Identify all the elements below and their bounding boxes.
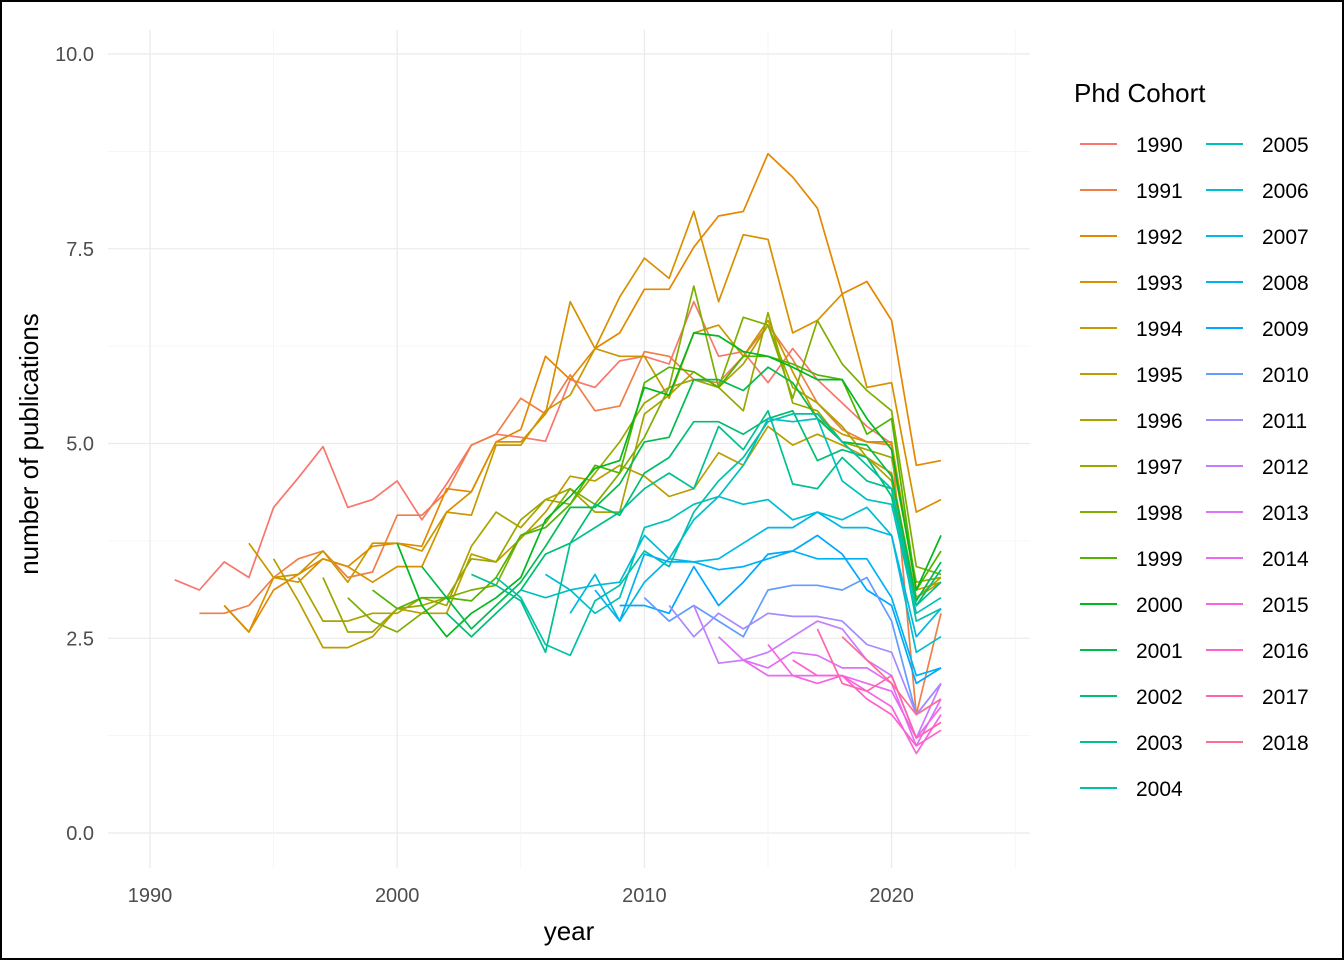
legend-label: 2017: [1262, 686, 1309, 709]
legend-item-2017: 2017: [1206, 686, 1309, 709]
legend-item-2000: 2000: [1080, 594, 1183, 617]
legend-title: Phd Cohort: [1074, 78, 1206, 108]
series-line-2004: [495, 413, 942, 657]
series-line-2009: [619, 534, 942, 685]
series-line-1993: [223, 210, 942, 633]
series-line-2017: [816, 628, 942, 739]
x-axis-title: year: [544, 916, 595, 946]
legend-label: 2013: [1262, 502, 1309, 525]
series-line-2008: [594, 550, 942, 677]
legend-label: 1990: [1136, 134, 1183, 157]
series-line-2012: [693, 605, 942, 739]
legend-item-2004: 2004: [1080, 778, 1183, 801]
series-line-1999: [371, 355, 942, 610]
legend: Phd Cohort 19901991199219931994199519961…: [1074, 78, 1309, 801]
series-line-2015: [767, 643, 942, 755]
legend-label: 1996: [1136, 410, 1183, 433]
legend-item-2002: 2002: [1080, 686, 1183, 709]
series-line-2003: [471, 409, 942, 654]
legend-label: 2009: [1262, 318, 1309, 341]
legend-item-2005: 2005: [1206, 134, 1309, 157]
legend-item-2015: 2015: [1206, 594, 1309, 617]
legend-item-1995: 1995: [1080, 364, 1183, 387]
series-line-2006: [545, 495, 942, 654]
legend-item-2012: 2012: [1206, 456, 1309, 479]
legend-item-1994: 1994: [1080, 318, 1183, 341]
legend-item-1999: 1999: [1080, 548, 1183, 571]
legend-label: 2000: [1136, 594, 1183, 617]
legend-item-1991: 1991: [1080, 180, 1183, 203]
legend-item-2006: 2006: [1206, 180, 1309, 203]
y-axis-ticks: 0.0 2.5 5.0 7.5 10.0: [55, 44, 94, 845]
y-tick-label: 0.0: [66, 823, 94, 845]
legend-label: 2005: [1262, 134, 1309, 157]
legend-label: 2011: [1262, 410, 1307, 433]
legend-item-2010: 2010: [1206, 364, 1309, 387]
legend-label: 1994: [1136, 318, 1183, 341]
legend-label: 2016: [1262, 640, 1309, 663]
x-tick-label: 2000: [375, 885, 420, 907]
legend-item-1992: 1992: [1080, 226, 1183, 249]
legend-item-2014: 2014: [1206, 548, 1309, 571]
legend-label: 2007: [1262, 226, 1309, 249]
legend-item-1990: 1990: [1080, 134, 1183, 157]
y-tick-label: 7.5: [66, 239, 94, 261]
series-line-2005: [520, 417, 942, 615]
legend-label: 2002: [1136, 686, 1183, 709]
legend-label: 2008: [1262, 272, 1309, 295]
legend-label: 1991: [1136, 180, 1183, 203]
legend-item-2018: 2018: [1206, 732, 1309, 755]
legend-label: 1993: [1136, 272, 1183, 295]
legend-label: 2004: [1136, 778, 1183, 801]
x-tick-label: 1990: [128, 885, 173, 907]
x-axis-ticks: 1990 2000 2010 2020: [128, 885, 914, 907]
legend-item-2009: 2009: [1206, 318, 1309, 341]
series-line-1995: [272, 425, 942, 649]
series-line-1997: [322, 311, 942, 633]
legend-item-1998: 1998: [1080, 502, 1183, 525]
legend-label: 2006: [1262, 180, 1309, 203]
legend-item-1997: 1997: [1080, 456, 1183, 479]
legend-item-2007: 2007: [1206, 226, 1309, 249]
legend-label: 2015: [1262, 594, 1309, 617]
legend-item-2013: 2013: [1206, 502, 1309, 525]
legend-label: 2018: [1262, 732, 1309, 755]
legend-item-2003: 2003: [1080, 732, 1183, 755]
y-tick-label: 2.5: [66, 628, 94, 650]
series-line-2016: [792, 659, 942, 747]
y-axis-title: number of publications: [14, 313, 44, 575]
legend-label: 1992: [1136, 226, 1183, 249]
legend-label: 1999: [1136, 548, 1183, 571]
legend-label: 2012: [1262, 456, 1309, 479]
legend-item-2001: 2001: [1080, 640, 1183, 663]
legend-label: 2003: [1136, 732, 1183, 755]
legend-items: 1990 1991 1992 1993 1994 1995 1996 1997 1998 1999…: [1080, 134, 1309, 801]
legend-item-1993: 1993: [1080, 272, 1183, 295]
legend-label: 2010: [1262, 364, 1309, 387]
legend-item-2008: 2008: [1206, 272, 1309, 295]
series-line-2018: [841, 636, 942, 716]
x-tick-label: 2010: [622, 885, 667, 907]
series-line-2002: [446, 409, 942, 638]
series-line-2000: [396, 332, 942, 638]
grid: [108, 30, 1030, 868]
legend-item-2016: 2016: [1206, 640, 1309, 663]
x-tick-label: 2020: [869, 885, 914, 907]
series-lines: [174, 152, 942, 755]
legend-label: 2014: [1262, 548, 1309, 571]
series-line-2007: [569, 511, 942, 638]
legend-label: 1998: [1136, 502, 1183, 525]
legend-item-2011: 2011: [1206, 410, 1307, 433]
legend-label: 1997: [1136, 456, 1183, 479]
series-line-2011: [668, 604, 942, 716]
y-tick-label: 10.0: [55, 44, 94, 66]
y-tick-label: 5.0: [66, 434, 94, 456]
series-line-1990: [174, 300, 893, 591]
legend-label: 2001: [1136, 640, 1183, 663]
legend-item-1996: 1996: [1080, 410, 1183, 433]
legend-label: 1995: [1136, 364, 1183, 387]
